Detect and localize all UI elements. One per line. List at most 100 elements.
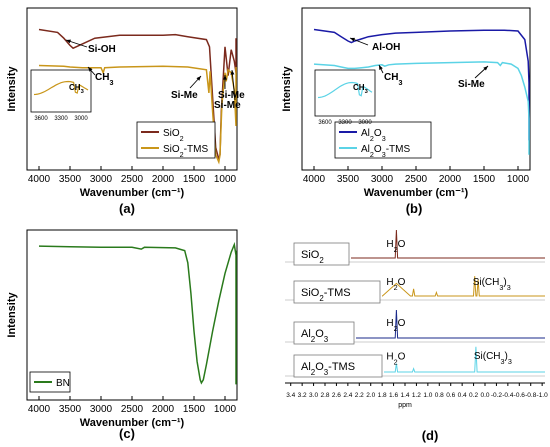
text-span: SiO: [163, 144, 180, 155]
y-axis-label: Intensity: [6, 66, 18, 112]
text-span: H: [386, 277, 393, 288]
sample-label: SiO2-TMS: [301, 287, 351, 303]
text-span: Si-Me: [458, 79, 485, 90]
text-span: 3: [398, 78, 402, 87]
x-tick-label: 1000: [214, 174, 237, 185]
x-tick-label: 3.4: [286, 392, 295, 399]
inset-line: [317, 81, 373, 99]
text-span: Si-OH: [88, 44, 116, 55]
x-tick-label: 2000: [152, 404, 175, 415]
sample-label: SiO2: [301, 249, 324, 265]
sample-label-box: [293, 321, 355, 345]
x-axis-label: Wavenumber (cm⁻¹): [364, 187, 469, 199]
text-span: 2: [394, 283, 398, 292]
arrow-head: [88, 67, 93, 72]
arrow-head: [223, 75, 227, 80]
y-axis-label: Intensity: [6, 292, 18, 338]
text-span: CH: [353, 83, 365, 92]
x-tick-label: 2500: [405, 174, 428, 185]
annotation-label: Si-Me: [171, 90, 198, 101]
text-span: Si-Me: [214, 100, 241, 111]
x-axis-label: ppm: [398, 402, 412, 409]
x-tick-label: 4000: [303, 174, 326, 185]
annotation-label: CH3: [95, 72, 113, 87]
x-tick-label: 1500: [473, 174, 496, 185]
annotation-label: Al-OH: [372, 42, 400, 53]
x-tick-label: 1.4: [400, 392, 409, 399]
text-span: CH: [69, 83, 81, 92]
x-tick-label: 3500: [59, 174, 82, 185]
x-tick-label: 2500: [121, 404, 144, 415]
text-span: Si(CH: [474, 351, 501, 362]
x-tick-label: -0.6: [514, 392, 526, 399]
x-tick-label: 2.4: [343, 392, 352, 399]
text-span: 2: [394, 324, 398, 333]
y-axis-label: Intensity: [281, 66, 293, 112]
x-tick-label: 2.8: [320, 392, 329, 399]
annotation-label: Si-OH: [88, 44, 116, 55]
text-span: O: [374, 128, 382, 139]
peak-label: H2O: [386, 318, 405, 333]
x-tick-label: 1500: [183, 404, 206, 415]
x-tick-label: 1000: [214, 404, 237, 415]
x-tick-label: 2.0: [366, 392, 375, 399]
peak-label: Si(CH3)3: [474, 351, 512, 366]
x-axis-label: Wavenumber (cm⁻¹): [80, 417, 185, 429]
legend-box: [136, 121, 216, 159]
text-span: 3: [109, 78, 113, 87]
x-tick-label: 1.0: [423, 392, 432, 399]
sample-label: Al2O3-TMS: [301, 361, 355, 377]
legend-label: SiO2-TMS: [163, 144, 208, 159]
text-span: Al-OH: [372, 42, 400, 53]
text-span: O: [398, 352, 406, 363]
legend-label: BN: [56, 378, 70, 389]
legend-label: SiO2: [163, 128, 184, 143]
text-span: SiO: [301, 249, 320, 261]
text-span: ): [505, 351, 508, 362]
text-span: -TMS: [328, 361, 355, 373]
text-span: Si-Me: [218, 90, 245, 101]
x-tick-label: 1.8: [378, 392, 387, 399]
text-span: 2: [370, 134, 374, 143]
text-span: Si(CH: [473, 277, 500, 288]
text-span: O: [398, 318, 406, 329]
text-span: SiO: [163, 128, 180, 139]
arrow-head: [379, 65, 383, 70]
sample-label: Al2O3: [301, 328, 329, 344]
x-tick-label: 0.4: [458, 392, 467, 399]
text-span: 2: [180, 150, 184, 159]
sample-label-box: [293, 280, 381, 304]
arrow-head: [230, 70, 235, 75]
text-span: 3: [501, 357, 505, 366]
text-span: 3: [81, 89, 84, 95]
text-span: Al: [301, 361, 311, 373]
inset-line: [33, 80, 89, 96]
x-tick-label: 4000: [28, 404, 51, 415]
x-tick-label: 3.0: [309, 392, 318, 399]
legend-label: Al2O3-TMS: [361, 144, 410, 159]
inset-tick-label: 3300: [338, 120, 352, 126]
arrow-head: [483, 66, 488, 71]
x-tick-label: -0.8: [525, 392, 537, 399]
arrow-head: [66, 39, 71, 44]
series-line: [38, 241, 237, 385]
text-span: 3: [382, 150, 386, 159]
text-span: -TMS: [386, 144, 411, 155]
text-span: 3: [382, 134, 386, 143]
peak-label: H2O: [386, 352, 405, 367]
panel-0: 4000 3500 3000 2500 2000 1500 1000 Wavenumber (…: [6, 7, 245, 199]
inset-frame: [314, 69, 376, 117]
text-span: 2: [311, 335, 315, 344]
inset-tick-label: 3600: [318, 120, 332, 126]
panel-label: (a): [119, 201, 135, 216]
x-tick-label: 1.6: [389, 392, 398, 399]
text-span: 2: [394, 357, 398, 366]
inset-frame: [30, 69, 92, 113]
text-span: CH: [95, 72, 109, 83]
x-tick-label: 2000: [439, 174, 462, 185]
text-span: Al: [361, 144, 370, 155]
text-span: 3: [508, 357, 512, 366]
peak-label: H2O: [386, 239, 405, 254]
text-span: -TMS: [324, 287, 351, 299]
x-tick-label: 3500: [337, 174, 360, 185]
